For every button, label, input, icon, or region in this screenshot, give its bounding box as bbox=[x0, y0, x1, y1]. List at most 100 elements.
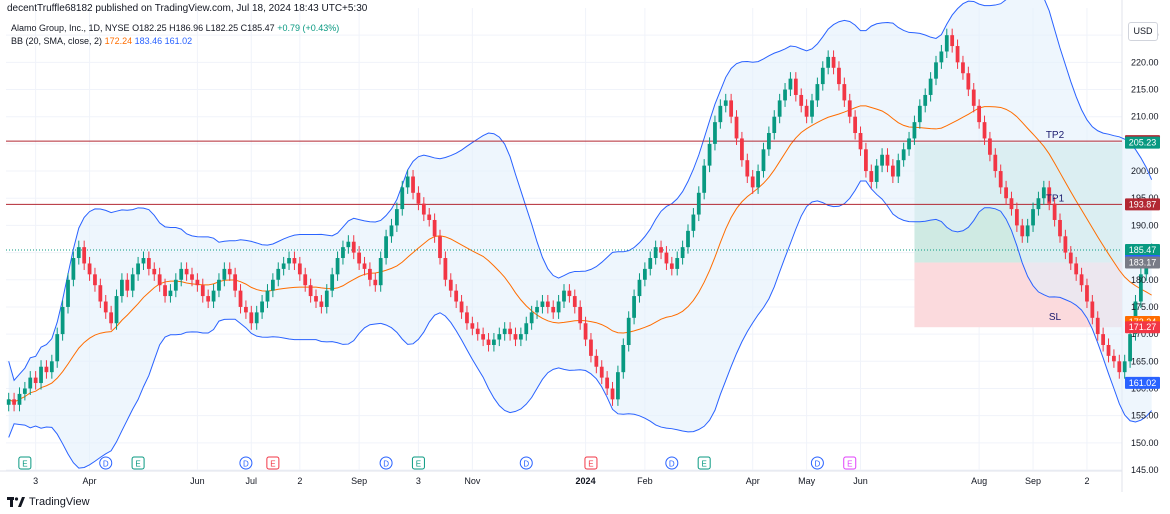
earnings-marker[interactable] bbox=[584, 456, 598, 470]
candle-body bbox=[1009, 198, 1014, 210]
candle-body bbox=[324, 290, 329, 307]
candle-body bbox=[939, 51, 944, 63]
price-tick-label: 145.00 bbox=[1131, 465, 1159, 475]
candle-body bbox=[502, 328, 507, 335]
candle-body bbox=[17, 393, 22, 405]
candle-body bbox=[254, 312, 259, 324]
candle-body bbox=[270, 279, 275, 291]
candle-body bbox=[567, 290, 572, 297]
candle-body bbox=[944, 35, 949, 52]
earnings-marker[interactable] bbox=[131, 456, 145, 470]
candle-body bbox=[6, 399, 11, 405]
price-tick-label: 200.00 bbox=[1131, 166, 1159, 176]
price-tag bbox=[1125, 376, 1160, 389]
earnings-marker[interactable] bbox=[697, 456, 711, 470]
candle-body bbox=[632, 296, 636, 318]
tradingview-logo-icon bbox=[7, 497, 25, 507]
candle-body bbox=[761, 149, 766, 172]
time-tick-label: Apr bbox=[746, 476, 760, 486]
event-marker-letter: E bbox=[702, 460, 707, 469]
chart-legend: Alamo Group, Inc., 1D, NYSE O182.25 H186… bbox=[11, 22, 339, 48]
earnings-marker[interactable] bbox=[843, 456, 857, 470]
candle-body bbox=[1041, 187, 1046, 199]
candle-body bbox=[993, 154, 998, 172]
horizontal-lines[interactable] bbox=[6, 140, 1122, 251]
dividend-marker[interactable] bbox=[665, 456, 679, 470]
candle-body bbox=[233, 274, 238, 291]
legend-ohlc: O182.25 H186.96 L182.25 C185.47 bbox=[132, 23, 275, 33]
price-tick-label: 195.00 bbox=[1131, 193, 1159, 203]
earnings-marker[interactable] bbox=[266, 456, 280, 470]
candle-body bbox=[1068, 252, 1073, 264]
candle-body bbox=[303, 274, 308, 286]
candle-body bbox=[777, 100, 782, 117]
candle-body bbox=[475, 328, 480, 335]
candle-body bbox=[621, 344, 626, 373]
price-tick-label: 215.00 bbox=[1131, 85, 1159, 95]
currency-button[interactable]: USD bbox=[1128, 22, 1158, 41]
candle-body bbox=[190, 274, 194, 280]
candle-body bbox=[529, 312, 534, 324]
candle-body bbox=[524, 323, 529, 335]
candle-body bbox=[740, 138, 744, 161]
candle-body bbox=[1014, 209, 1019, 226]
candle-body bbox=[1117, 361, 1122, 373]
candle-body bbox=[136, 263, 140, 275]
candle-body bbox=[508, 328, 512, 335]
candle-body bbox=[373, 279, 378, 286]
time-tick-label: Jun bbox=[190, 476, 205, 486]
candle-body bbox=[378, 258, 383, 286]
candle-body bbox=[734, 116, 739, 139]
candle-body bbox=[572, 296, 577, 307]
earnings-marker[interactable] bbox=[18, 456, 32, 470]
dividend-marker[interactable] bbox=[810, 456, 824, 470]
candle-body bbox=[44, 366, 49, 373]
candle-body bbox=[713, 122, 717, 144]
candle-body bbox=[772, 116, 777, 134]
event-marker-letter: D bbox=[815, 460, 821, 469]
price-tag-label: 171.27 bbox=[1129, 322, 1157, 332]
dividend-marker[interactable] bbox=[379, 456, 393, 470]
candle-body bbox=[394, 209, 399, 226]
candle-body bbox=[793, 78, 798, 95]
candle-body bbox=[1128, 334, 1132, 362]
time-tick-label: 3 bbox=[416, 476, 421, 486]
candle-body bbox=[405, 176, 410, 188]
candle-body bbox=[680, 247, 685, 259]
candle-body bbox=[60, 306, 65, 335]
candle-body bbox=[880, 154, 884, 166]
time-axis[interactable]: 3 Apr Jun Jul 2 Sep 3 Nov 2024 Feb Apr May Jun Aug Sep… bbox=[33, 476, 1089, 486]
candle-body bbox=[890, 165, 895, 177]
candle-body bbox=[847, 100, 852, 117]
candle-body bbox=[66, 279, 70, 307]
tradingview-branding[interactable]: TradingView bbox=[7, 496, 90, 508]
candle-body bbox=[49, 361, 54, 373]
candle-body bbox=[1052, 203, 1057, 220]
dividend-marker[interactable] bbox=[99, 456, 113, 470]
candle-body bbox=[562, 290, 566, 302]
candle-body bbox=[71, 258, 76, 280]
candle-body bbox=[858, 133, 863, 150]
legend-bb-label[interactable]: BB (20, SMA, close, 2) bbox=[11, 36, 103, 46]
candle-body bbox=[982, 122, 987, 139]
candle-body bbox=[702, 165, 707, 193]
earnings-marker[interactable] bbox=[411, 456, 425, 470]
candle-body bbox=[998, 171, 1003, 188]
candle-body bbox=[173, 279, 178, 291]
candle-body bbox=[540, 301, 545, 307]
candle-body bbox=[421, 203, 426, 215]
event-marker-letter: D bbox=[523, 460, 529, 469]
candle-body bbox=[691, 214, 696, 231]
candle-body bbox=[335, 258, 340, 275]
dividend-marker[interactable] bbox=[239, 456, 253, 470]
legend-symbol[interactable]: Alamo Group, Inc., 1D, NYSE bbox=[11, 23, 130, 33]
dividend-marker[interactable] bbox=[519, 456, 533, 470]
candle-body bbox=[907, 138, 911, 150]
candle-body bbox=[1063, 236, 1068, 253]
candle-body bbox=[179, 268, 184, 280]
price-tag-label: 205.23 bbox=[1129, 138, 1157, 148]
candle-body bbox=[114, 296, 119, 324]
candle-body bbox=[815, 84, 820, 101]
